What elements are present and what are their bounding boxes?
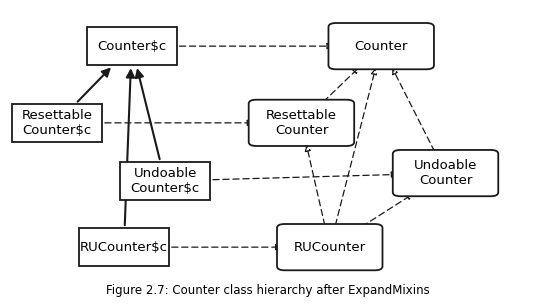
Text: Resettable
Counter: Resettable Counter bbox=[266, 109, 337, 137]
Text: Undoable
Counter: Undoable Counter bbox=[414, 159, 477, 187]
Text: Counter: Counter bbox=[354, 40, 408, 53]
FancyBboxPatch shape bbox=[393, 150, 498, 196]
FancyBboxPatch shape bbox=[120, 162, 210, 200]
Text: Undoable
Counter$c: Undoable Counter$c bbox=[130, 167, 200, 195]
Text: Figure 2.7: Counter class hierarchy after ExpandMixins: Figure 2.7: Counter class hierarchy afte… bbox=[106, 284, 430, 297]
Text: Counter$c: Counter$c bbox=[97, 40, 166, 53]
Text: Resettable
Counter$c: Resettable Counter$c bbox=[21, 109, 93, 137]
FancyBboxPatch shape bbox=[329, 23, 434, 69]
FancyBboxPatch shape bbox=[249, 100, 354, 146]
Text: RUCounter$c: RUCounter$c bbox=[80, 241, 168, 254]
FancyBboxPatch shape bbox=[79, 228, 169, 266]
FancyBboxPatch shape bbox=[12, 104, 102, 142]
FancyBboxPatch shape bbox=[87, 27, 177, 65]
FancyBboxPatch shape bbox=[277, 224, 383, 270]
Text: RUCounter: RUCounter bbox=[294, 241, 366, 254]
